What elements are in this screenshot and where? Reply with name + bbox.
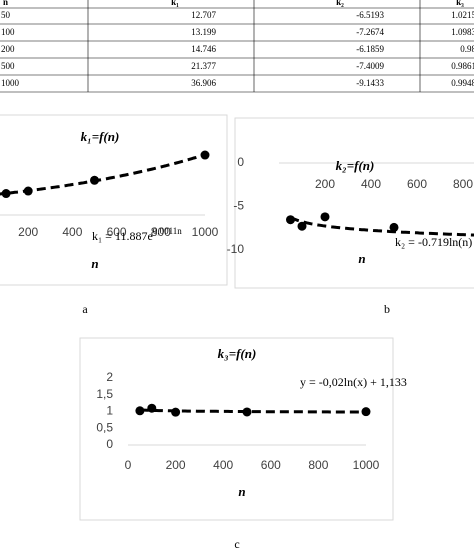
- table-cell: 13.199: [191, 27, 216, 37]
- trendline: [289, 215, 474, 237]
- x-tick-label: 400: [62, 225, 82, 239]
- table-cell: 50: [1, 10, 11, 20]
- y-tick-label: 0: [106, 437, 113, 451]
- y-tick-label: -5: [233, 199, 244, 213]
- y-tick-label: 2: [106, 370, 113, 384]
- trendline-equation: y = -0,02ln(x) + 1,133: [300, 375, 407, 389]
- y-tick-label: 0: [237, 155, 244, 169]
- data-point: [320, 212, 330, 222]
- data-point: [147, 403, 157, 413]
- trendline: [139, 408, 366, 414]
- chart-frame: [0, 114, 228, 286]
- table-cell: 1.0983: [451, 27, 474, 37]
- table-cell: -9.1433: [356, 78, 384, 88]
- x-axis-label: n: [91, 256, 98, 271]
- trendline-equation: k₁ = 11.887e0,0011n: [92, 226, 182, 243]
- data-point: [135, 406, 145, 416]
- table-header: k₁: [171, 0, 179, 7]
- chart-frame: [79, 337, 394, 521]
- x-tick-label: 200: [18, 225, 38, 239]
- table-cell: 0.9861: [451, 61, 474, 71]
- table-cell: -7.4009: [356, 61, 384, 71]
- x-axis-label: n: [238, 484, 245, 499]
- x-tick-label: 800: [308, 458, 328, 472]
- equation-text: k₂ = -0.719ln(n) - 3: [395, 235, 474, 249]
- y-tick-label: 1: [106, 404, 113, 418]
- x-tick-label: 400: [361, 177, 381, 191]
- table-cell: 100: [1, 27, 15, 37]
- x-tick-label: 1000: [192, 225, 219, 239]
- table-header: k₃: [456, 0, 464, 7]
- table-cell: 36.906: [191, 78, 216, 88]
- equation-text: y = -0,02ln(x) + 1,133: [300, 375, 407, 389]
- data-point: [23, 186, 33, 196]
- data-point: [1, 189, 11, 199]
- x-tick-label: 800: [151, 225, 171, 239]
- table-header: k₂: [336, 0, 344, 7]
- x-tick-label: 0: [125, 458, 132, 472]
- table-cell: 500: [1, 61, 15, 71]
- data-point: [286, 215, 295, 225]
- equation-exponent: 0,0011n: [153, 226, 182, 236]
- table-cell: 14.746: [191, 44, 216, 54]
- data-point: [389, 222, 399, 232]
- table-cell: 1.0215: [451, 10, 474, 20]
- x-tick-label: 600: [407, 177, 427, 191]
- chart-title: k₁=f(n): [81, 129, 120, 144]
- table-cell: 0.98: [460, 44, 474, 54]
- x-tick-label: 200: [315, 177, 335, 191]
- x-tick-label: 600: [261, 458, 281, 472]
- x-tick-label: 400: [213, 458, 233, 472]
- table-cell: 21.377: [191, 61, 216, 71]
- y-tick-label: 0,5: [96, 420, 113, 434]
- equation-text: k₁ = 11.887e: [92, 229, 153, 243]
- panel-label: c: [234, 537, 239, 550]
- table-cell: 1000: [1, 78, 20, 88]
- table-cell: 0.9948: [451, 78, 474, 88]
- chart-frame: [234, 117, 474, 289]
- table-header: n: [3, 0, 8, 7]
- chart-title: k₂=f(n): [336, 158, 375, 173]
- table-cell: -6.5193: [356, 10, 384, 20]
- data-point: [90, 175, 99, 185]
- x-tick-label: 200: [166, 458, 186, 472]
- data-point: [361, 407, 371, 417]
- trendline-equation: k₂ = -0.719ln(n) - 3: [395, 235, 474, 249]
- table-cell: -6.1859: [356, 44, 384, 54]
- table-cell: 12.707: [191, 10, 216, 20]
- data-point: [297, 221, 307, 231]
- x-tick-label: 800: [453, 177, 473, 191]
- panel-label: b: [384, 302, 390, 316]
- data-point: [200, 150, 210, 160]
- x-axis-label: n: [358, 251, 365, 266]
- data-point: [171, 407, 181, 417]
- chart-title: k₃=f(n): [218, 346, 257, 361]
- y-tick-label: 1,5: [96, 387, 113, 401]
- panel-label: a: [82, 302, 88, 316]
- table-cell: -7.2674: [356, 27, 384, 37]
- y-tick-label: -10: [227, 242, 245, 256]
- table-cell: 200: [1, 44, 15, 54]
- x-tick-label: 600: [107, 225, 127, 239]
- x-tick-label: 1000: [353, 458, 380, 472]
- data-point: [242, 407, 252, 417]
